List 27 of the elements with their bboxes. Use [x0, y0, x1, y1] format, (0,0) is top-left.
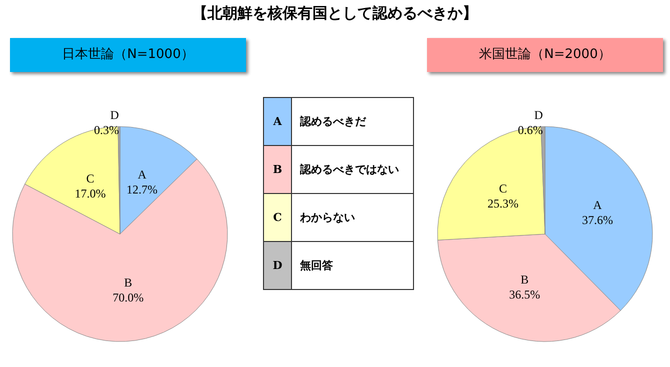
text: 認めるべきだ — [292, 98, 414, 146]
data-label: 37.6% — [582, 213, 613, 228]
data-label: 70.0% — [112, 290, 144, 305]
data-label: 17.0% — [74, 186, 106, 200]
data-label: 36.5% — [509, 288, 540, 302]
slice-label: C — [499, 181, 508, 196]
slice-label: A — [593, 198, 602, 212]
category-label: B — [264, 146, 292, 194]
slice-label: B — [124, 276, 132, 290]
slice-label: C — [86, 171, 94, 186]
data-label: 25.3% — [488, 196, 519, 210]
category-label: D — [264, 242, 292, 290]
text: 認めるべきではない — [292, 146, 414, 194]
data-label: 12.7% — [126, 182, 158, 196]
text: 無回答 — [292, 242, 414, 290]
text: 【北朝鮮を核保有国として認めるべきか】 — [192, 4, 478, 23]
data-label: 0.6% — [518, 123, 543, 138]
slice-label: A — [138, 167, 147, 182]
category-label: C — [264, 194, 292, 242]
slice-label: D — [110, 108, 120, 122]
slice-label: D — [534, 108, 544, 122]
chart-subtitle: 日本世論（N=1000） — [10, 38, 246, 72]
text: わからない — [292, 194, 414, 242]
chart-subtitle: 米国世論（N=2000） — [427, 38, 663, 72]
slice-label: B — [520, 272, 529, 287]
data-label: 0.3% — [94, 123, 119, 138]
category-label: A — [264, 98, 292, 146]
